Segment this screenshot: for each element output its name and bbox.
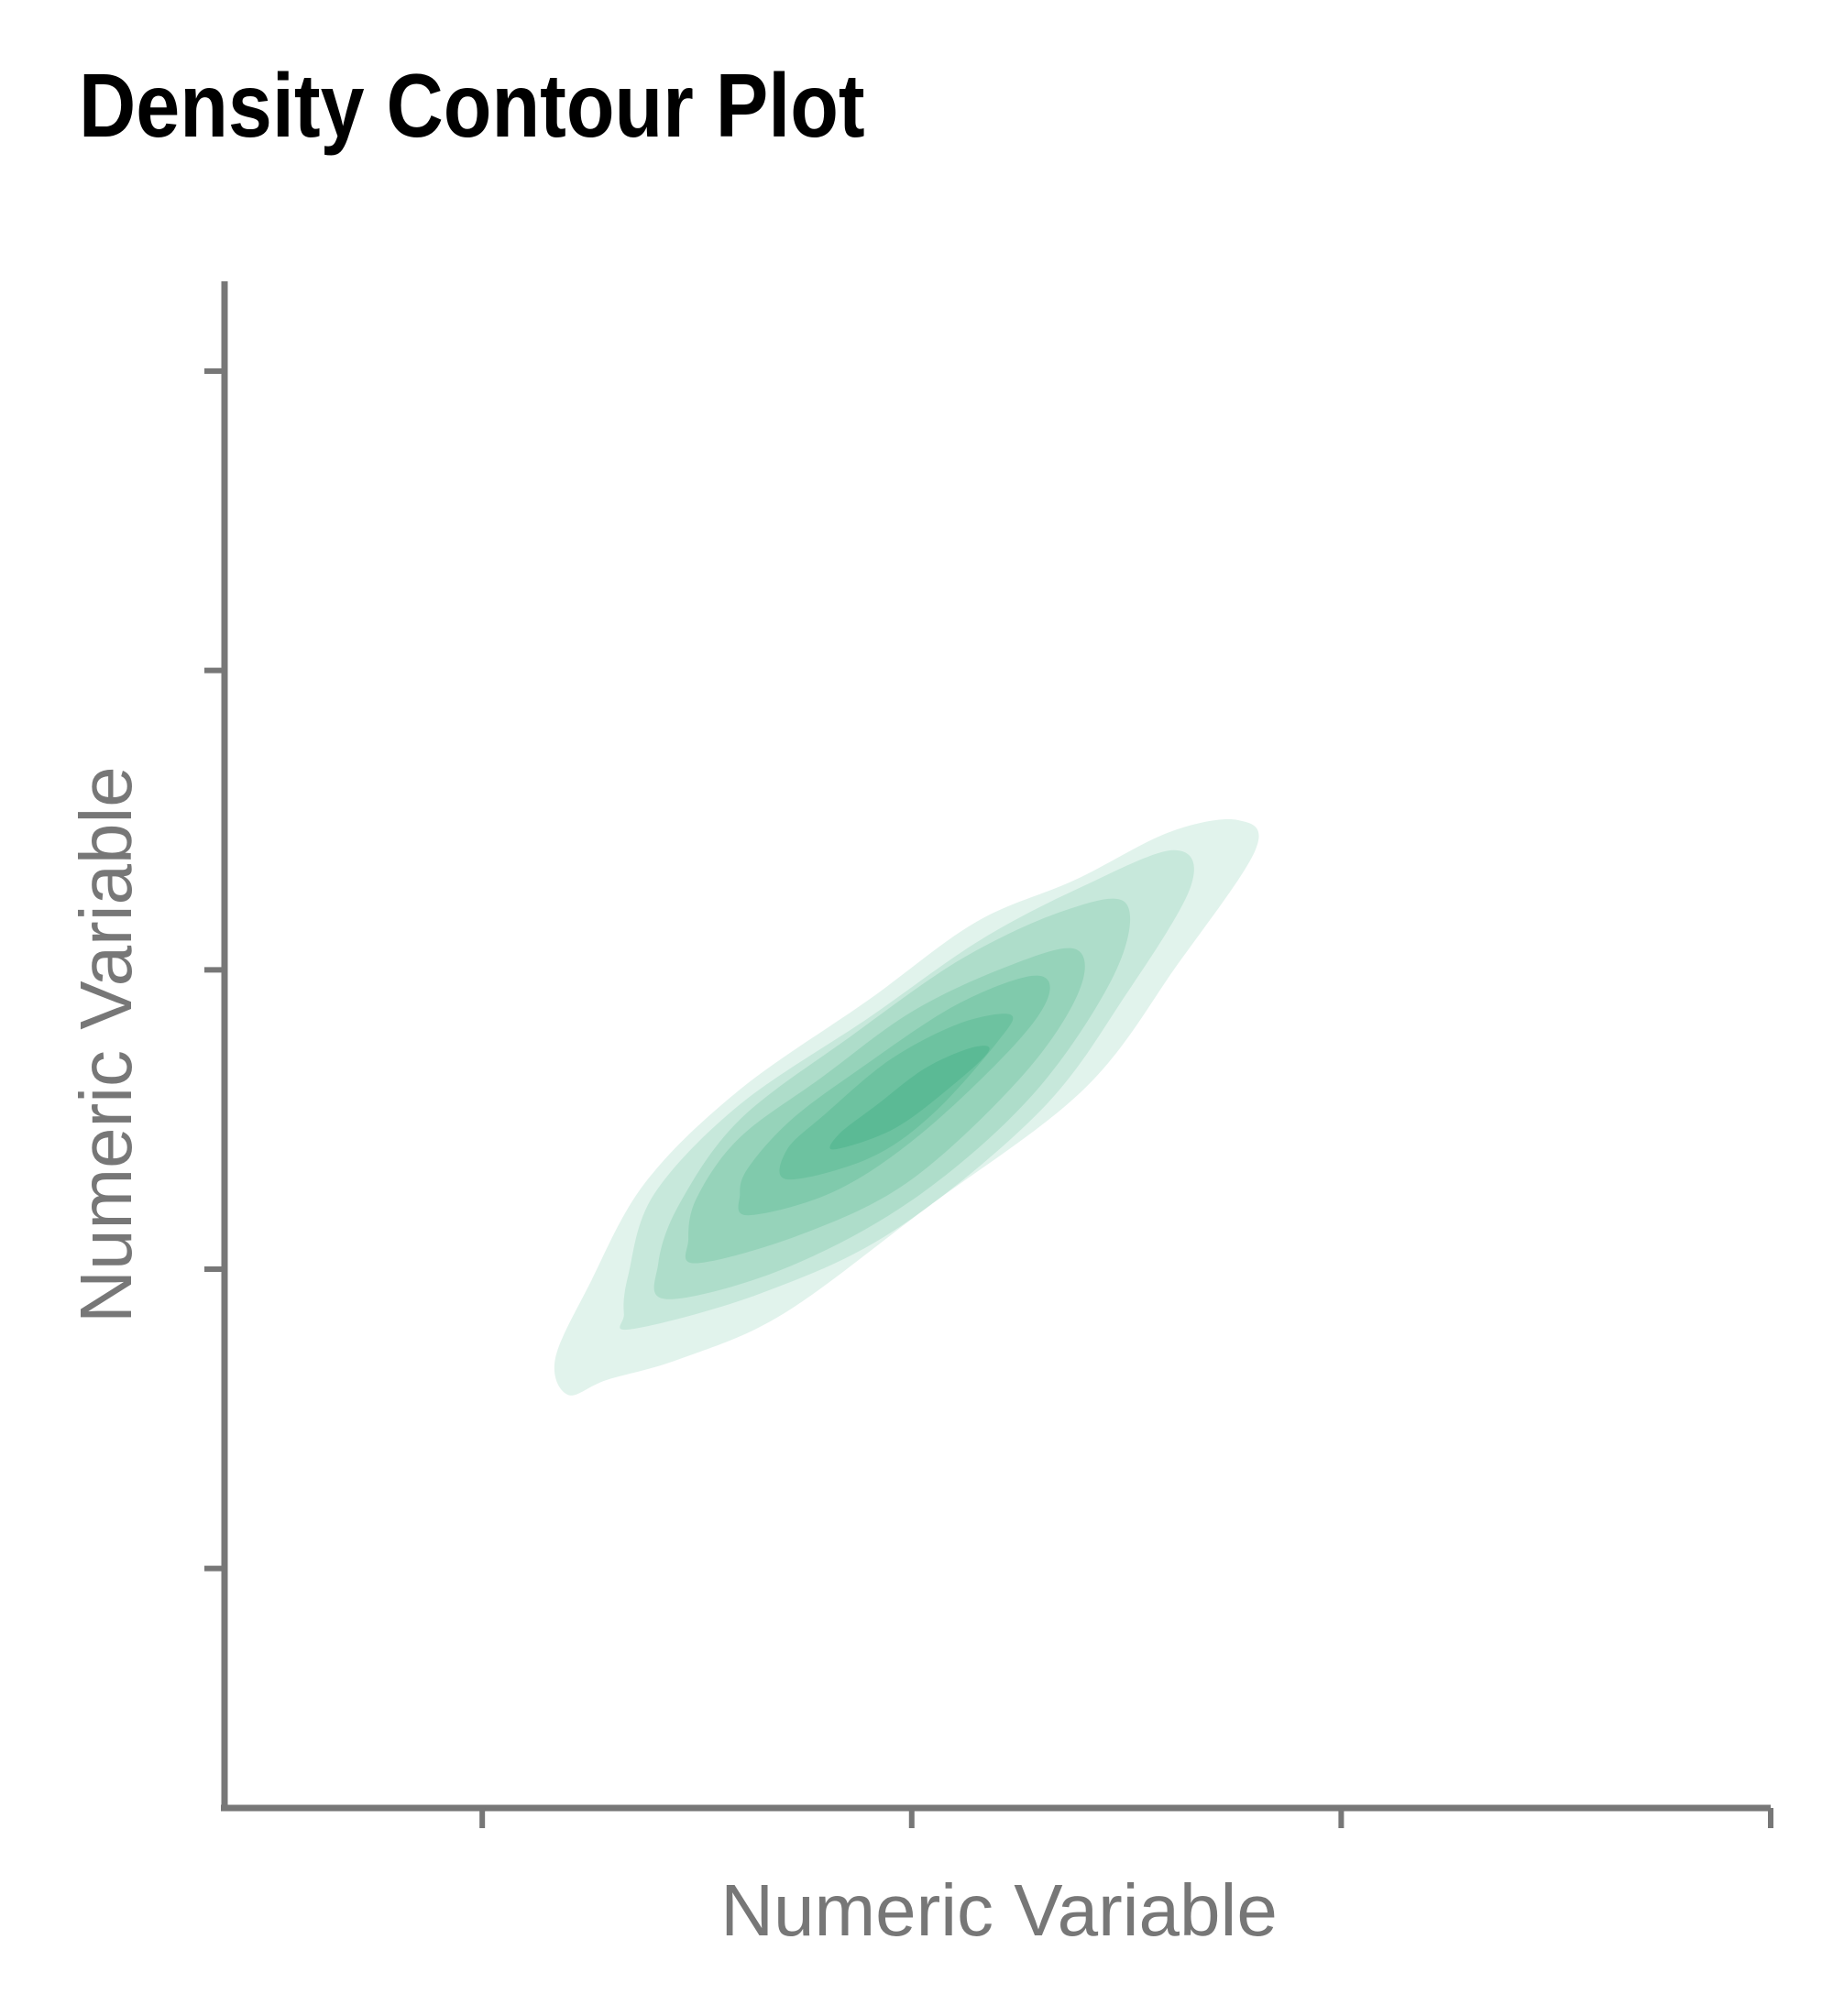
y-ticks bbox=[204, 368, 225, 1572]
contour-layer bbox=[554, 819, 1259, 1396]
contour-level-1 bbox=[554, 819, 1259, 1396]
chart-title: Density Contour Plot bbox=[79, 55, 865, 156]
contour-level-4 bbox=[685, 948, 1085, 1264]
y-axis-label: Numeric Variable bbox=[65, 766, 147, 1323]
contour-level-2 bbox=[620, 849, 1194, 1331]
x-ticks bbox=[479, 1808, 1773, 1828]
contour-level-3 bbox=[653, 898, 1131, 1299]
x-axis-label: Numeric Variable bbox=[720, 1869, 1278, 1951]
contour-level-6 bbox=[779, 1013, 1014, 1180]
contour-level-7 bbox=[829, 1046, 990, 1150]
contour-level-5 bbox=[738, 975, 1050, 1216]
